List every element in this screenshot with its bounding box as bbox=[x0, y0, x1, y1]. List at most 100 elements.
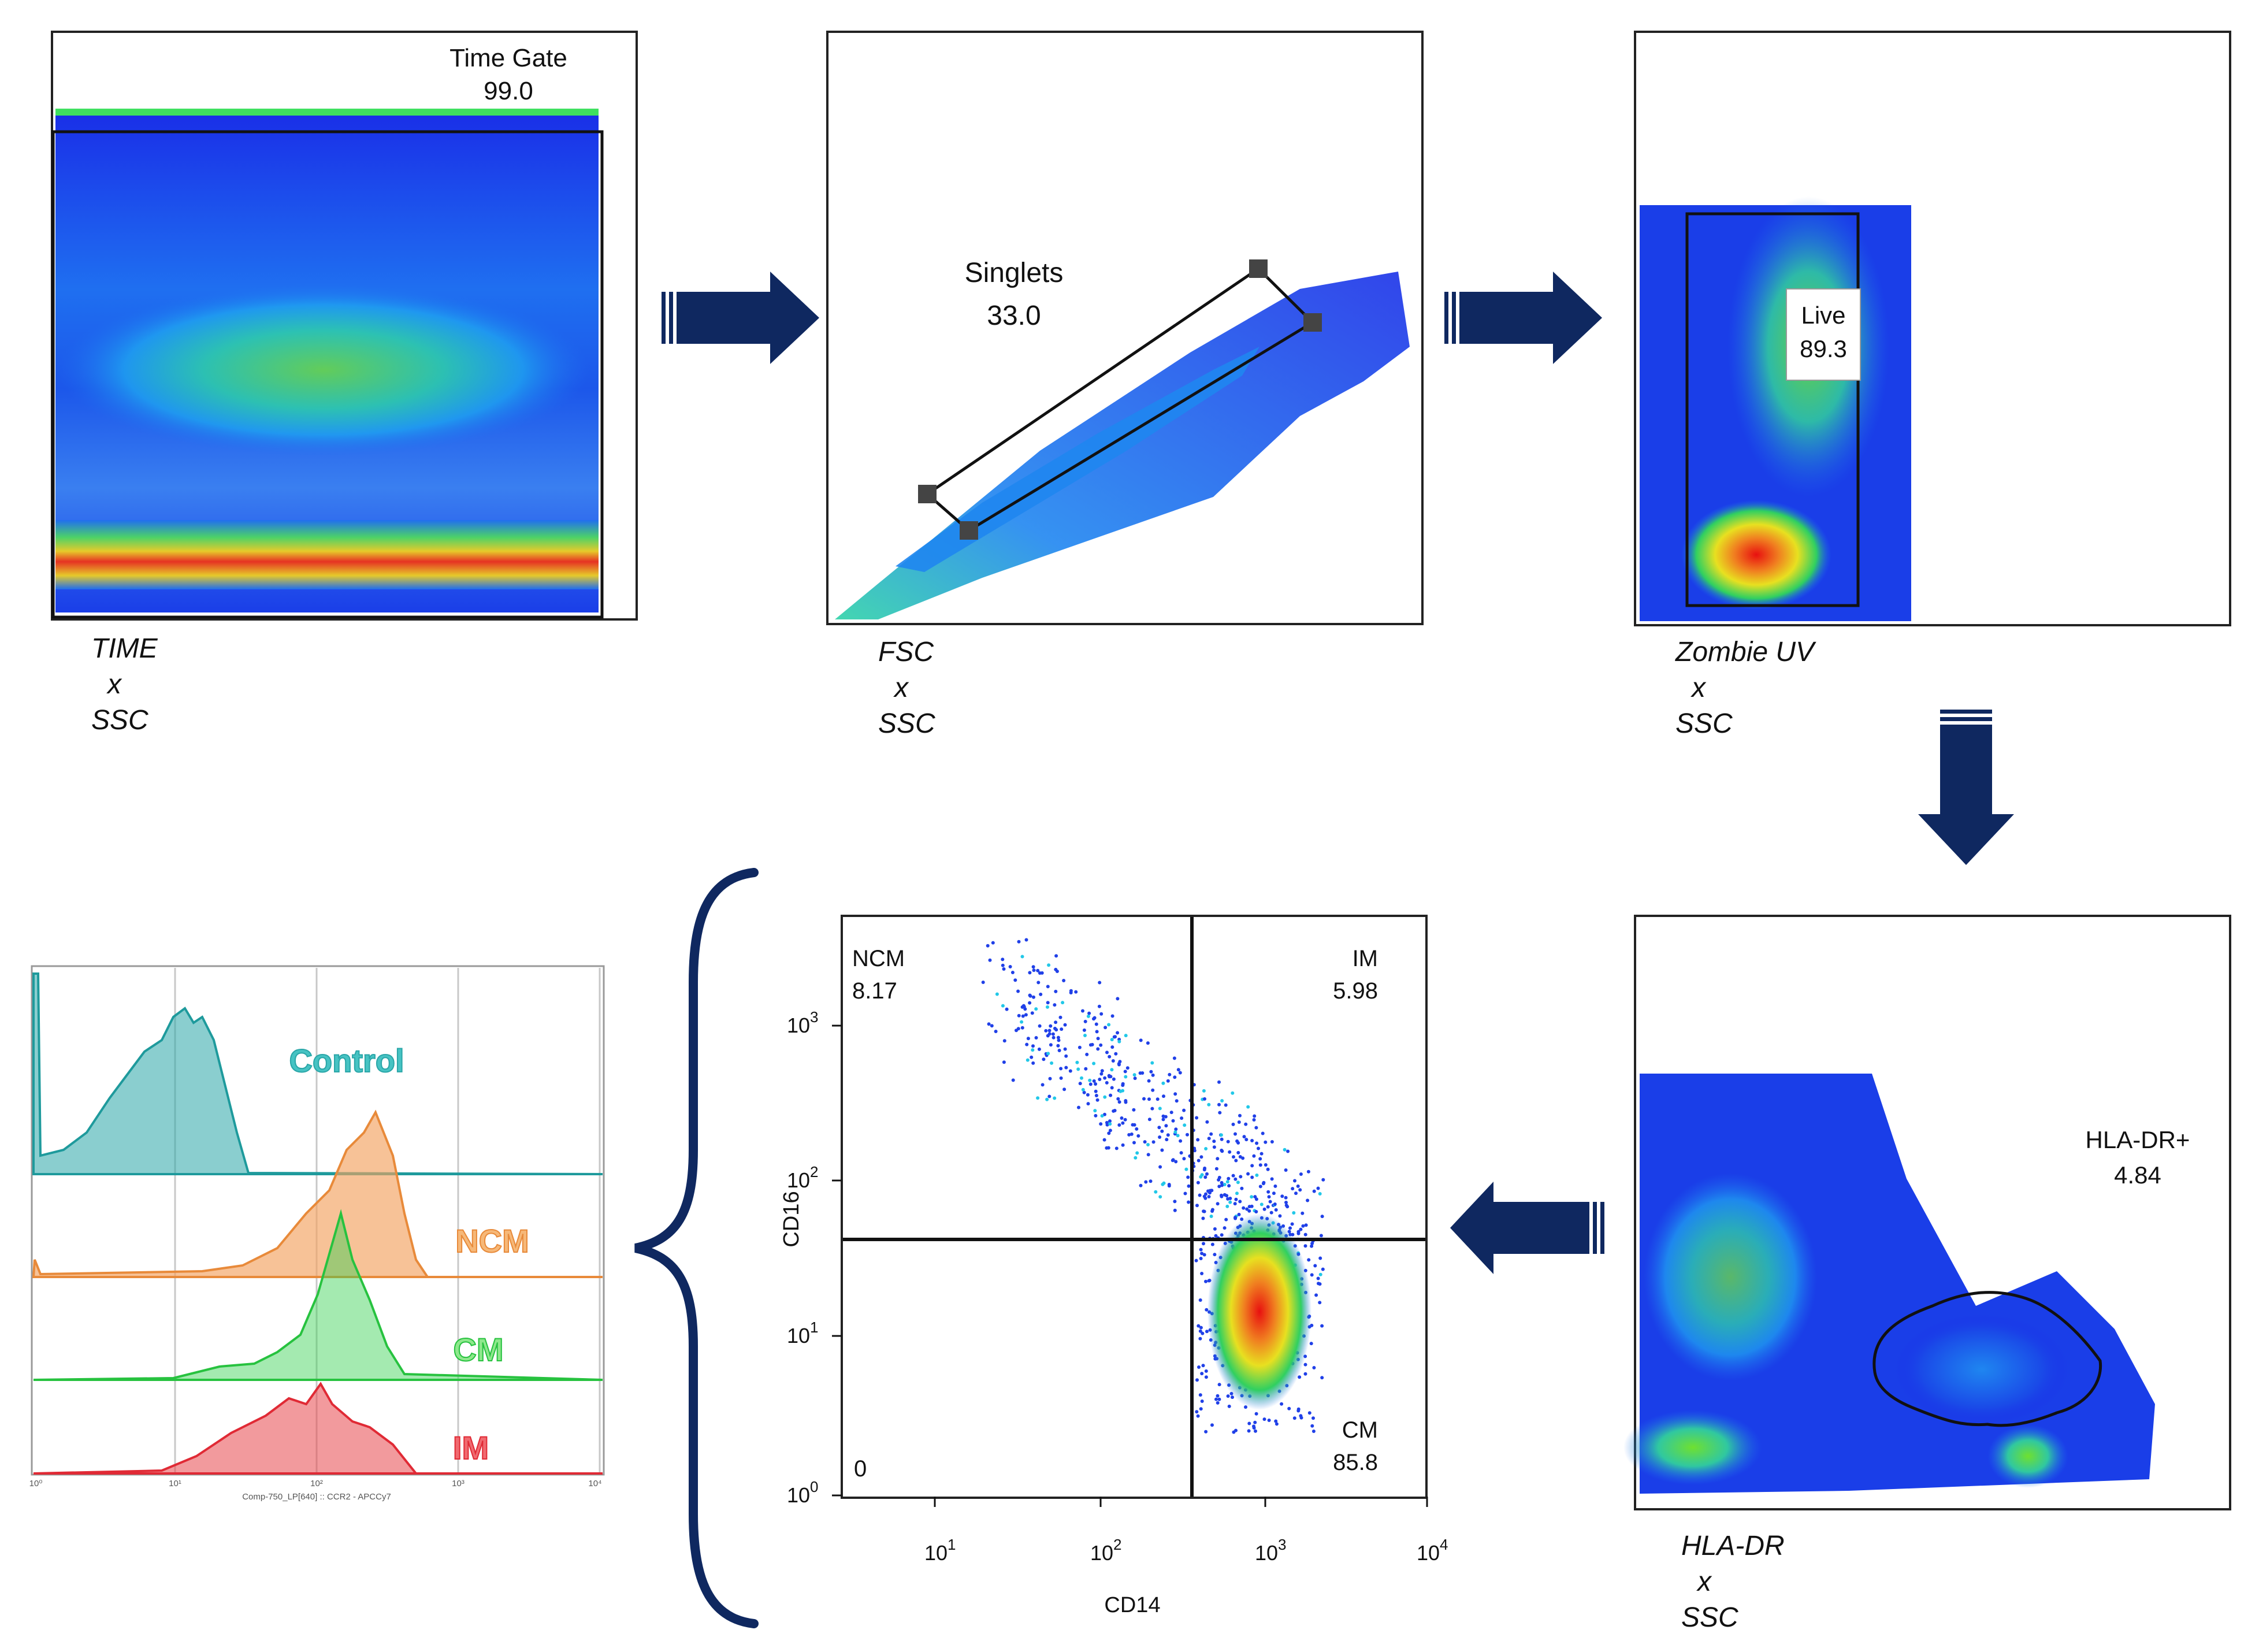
time-x-param: TIME bbox=[91, 633, 158, 664]
scatter-point bbox=[1028, 993, 1032, 997]
scatter-point bbox=[1317, 1282, 1320, 1286]
scatter-point bbox=[1268, 1200, 1272, 1204]
scatter-point bbox=[1011, 1078, 1015, 1082]
scatter-point bbox=[1048, 1076, 1052, 1081]
scatter-point bbox=[1210, 1209, 1214, 1213]
live-gate bbox=[1685, 212, 1860, 607]
fsc-x-param: FSC bbox=[878, 637, 934, 667]
scatter-point bbox=[1187, 1200, 1191, 1204]
scatter-point bbox=[1210, 1242, 1214, 1246]
scatter-point bbox=[1197, 1324, 1201, 1328]
scatter-point bbox=[1242, 1135, 1246, 1139]
zombie-x-param: Zombie UV bbox=[1675, 637, 1815, 667]
scatter-point bbox=[1205, 1172, 1209, 1176]
scatter-point bbox=[1280, 1402, 1284, 1406]
scatter-point bbox=[1117, 1063, 1121, 1067]
scatter-point bbox=[1311, 1430, 1316, 1433]
scatter-point bbox=[1171, 1159, 1175, 1163]
scatter-point bbox=[1062, 979, 1066, 982]
singlets-gate-name: Singlets bbox=[965, 258, 1064, 288]
scatter-point bbox=[1116, 1031, 1120, 1035]
scatter-point bbox=[1280, 1194, 1284, 1198]
scatter-point bbox=[1254, 1210, 1258, 1213]
scatter-point bbox=[1083, 1019, 1087, 1023]
scatter-point bbox=[1216, 1394, 1220, 1398]
scatter-point bbox=[1161, 1081, 1165, 1085]
scatter-point bbox=[1110, 1086, 1114, 1090]
scatter-point bbox=[1013, 978, 1017, 982]
scatter-point bbox=[1236, 1150, 1240, 1154]
scatter-point bbox=[1225, 1180, 1229, 1184]
scatter-point bbox=[1303, 1372, 1307, 1376]
scatter-point bbox=[1199, 1248, 1203, 1252]
scatter-point bbox=[1176, 1068, 1180, 1072]
scatter-point bbox=[1267, 1419, 1271, 1422]
scatter-point bbox=[1195, 1378, 1199, 1382]
scatter-point bbox=[1120, 1116, 1124, 1120]
scatter-point bbox=[1015, 1029, 1018, 1033]
scatter-point bbox=[1149, 1070, 1153, 1074]
scatter-point bbox=[1086, 1093, 1090, 1097]
scatter-point bbox=[1096, 1037, 1100, 1041]
scatter-point bbox=[1214, 1397, 1218, 1401]
scatter-point bbox=[1274, 1419, 1278, 1423]
scatter-point bbox=[1247, 1209, 1251, 1213]
scatter-point bbox=[1288, 1226, 1292, 1230]
scatter-point bbox=[1316, 1186, 1320, 1190]
scatter-point bbox=[1264, 1140, 1268, 1144]
scatter-point bbox=[1078, 1082, 1082, 1086]
scatter-point bbox=[1117, 1040, 1121, 1044]
scatter-point bbox=[1320, 1324, 1324, 1328]
scatter-point bbox=[1087, 1011, 1091, 1015]
scatter-point bbox=[1028, 971, 1032, 975]
quadrant-y-ticks: 100 101 102 103 bbox=[787, 1008, 842, 1507]
scatter-point bbox=[1262, 1207, 1266, 1211]
scatter-point bbox=[1198, 1298, 1202, 1302]
scatter-point bbox=[1110, 1014, 1114, 1018]
scatter-point bbox=[1055, 970, 1059, 973]
y-tick-label: 102 bbox=[787, 1163, 819, 1192]
scatter-point bbox=[1217, 1383, 1221, 1387]
scatter-point bbox=[1100, 1114, 1104, 1118]
scatter-point bbox=[1114, 1146, 1119, 1150]
flow-arrows bbox=[662, 272, 2014, 1274]
gate-handle[interactable] bbox=[1249, 259, 1268, 278]
ncm-quadrant-value: 8.17 bbox=[852, 978, 897, 1004]
scatter-point bbox=[1162, 1094, 1165, 1098]
fsc-y-param: SSC bbox=[878, 708, 935, 739]
scatter-point bbox=[1250, 1195, 1254, 1199]
scatter-point bbox=[1225, 1204, 1229, 1208]
scatter-point bbox=[1220, 1137, 1224, 1141]
scatter-point bbox=[1123, 1070, 1127, 1074]
scatter-point bbox=[1252, 1118, 1256, 1122]
scatter-point bbox=[1233, 1132, 1237, 1136]
scatter-point bbox=[1174, 1127, 1178, 1131]
scatter-point bbox=[1116, 997, 1120, 1001]
scatter-point bbox=[1107, 1131, 1111, 1135]
scatter-point bbox=[1121, 1083, 1125, 1087]
gate-handle[interactable] bbox=[918, 485, 937, 503]
scatter-point bbox=[1108, 1119, 1112, 1123]
scatter-point bbox=[1310, 1273, 1314, 1277]
scatter-point bbox=[1173, 1130, 1177, 1134]
scatter-point bbox=[1147, 1097, 1151, 1101]
gate-handle[interactable] bbox=[960, 521, 978, 540]
scatter-point bbox=[1053, 1096, 1057, 1100]
scatter-point bbox=[1231, 1122, 1235, 1126]
scatter-point bbox=[1042, 1057, 1046, 1061]
scatter-point bbox=[1136, 1134, 1140, 1138]
gate-handle[interactable] bbox=[1303, 313, 1322, 332]
scatter-point bbox=[1024, 1013, 1028, 1017]
scatter-point bbox=[1088, 1082, 1093, 1086]
scatter-point bbox=[1273, 1184, 1277, 1188]
im-series-label: IM bbox=[453, 1430, 489, 1466]
time-ssc-plot: Time Gate 99.0 bbox=[51, 31, 638, 621]
scatter-point bbox=[994, 1030, 998, 1033]
scatter-point bbox=[1105, 1081, 1109, 1085]
time-gate-value: 99.0 bbox=[484, 77, 533, 105]
scatter-point bbox=[1204, 1279, 1207, 1283]
scatter-point bbox=[1095, 1098, 1099, 1102]
time-top-streak bbox=[55, 109, 599, 116]
scatter-point bbox=[995, 992, 999, 996]
scatter-point bbox=[1024, 938, 1028, 942]
